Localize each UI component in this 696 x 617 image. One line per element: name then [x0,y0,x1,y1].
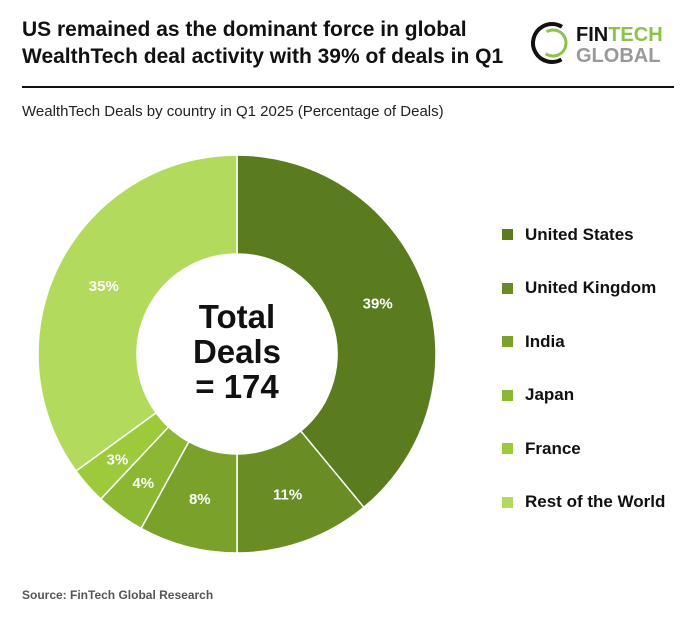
center-label: Total [199,298,275,335]
legend-item: France [502,422,665,476]
data-label: 3% [107,451,129,468]
source-note: Source: FinTech Global Research [22,588,214,602]
data-label: 8% [189,491,211,508]
legend-item: United Kingdom [502,262,665,316]
svg-text:FINTECH: FINTECH [576,24,663,46]
data-label: 39% [363,295,393,312]
slice-rest-of-the-world [37,154,238,473]
center-label: Deals [193,333,281,370]
legend-label: Rest of the World [525,492,666,512]
legend-swatch [502,282,513,294]
fintech-global-logo: FINTECH GLOBAL [531,21,663,67]
svg-text:GLOBAL: GLOBAL [576,45,660,67]
page-title: US remained as the dominant force in glo… [22,18,504,68]
slice-united-states [236,154,437,509]
legend-label: United Kingdom [525,278,657,298]
data-label: 35% [89,278,119,295]
legend-label: Japan [525,385,575,405]
legend-label: India [525,331,565,351]
legend-swatch [502,229,513,241]
legend-label: France [525,438,581,458]
divider [22,86,674,88]
legend-item: India [502,315,665,369]
legend-swatch [502,389,513,401]
data-label: 4% [132,475,154,492]
legend-label: United States [525,224,634,244]
legend-item: Rest of the World [502,476,665,530]
legend-swatch [502,496,513,508]
legend-swatch [502,443,513,455]
legend-item: United States [502,208,665,262]
data-label: 11% [273,487,302,504]
legend-swatch [502,336,513,348]
chart-title: WealthTech Deals by country in Q1 2025 (… [22,103,444,120]
legend-item: Japan [502,369,665,423]
center-label: = 174 [195,368,279,405]
legend: United States United Kingdom India Japan Fra… [502,208,665,529]
